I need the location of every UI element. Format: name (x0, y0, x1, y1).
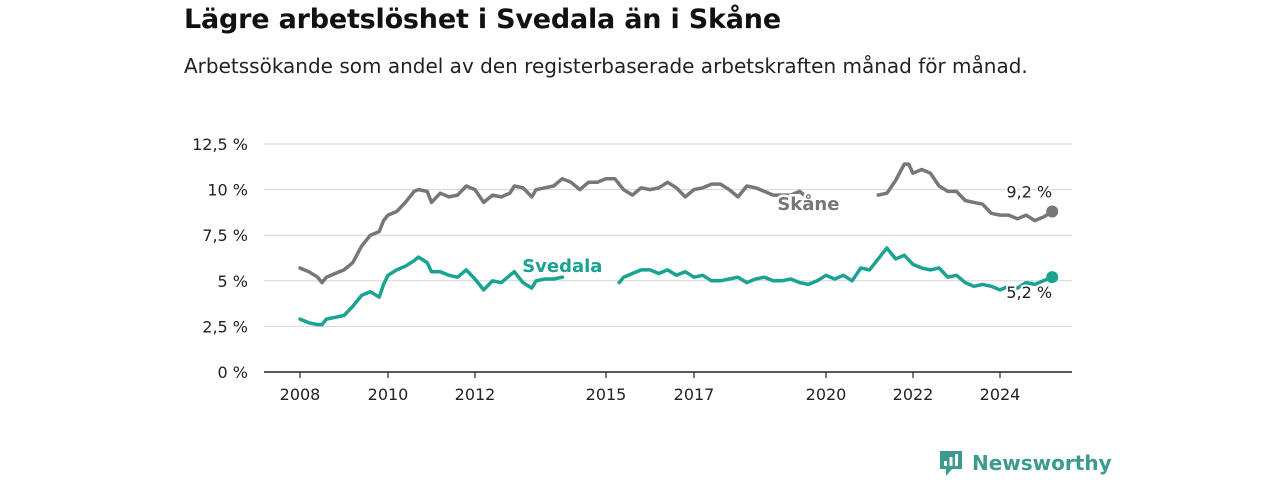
x-tick-label: 2022 (893, 385, 934, 404)
x-axis-ticks: 2008 2010 2012 2015 2017 2020 2022 2024 (280, 372, 1021, 404)
chart-subtitle: Arbetssökande som andel av den registerb… (184, 54, 1028, 78)
newsworthy-logo-icon (940, 451, 962, 476)
y-tick-label: 2,5 % (202, 317, 248, 336)
x-tick-label: 2010 (368, 385, 409, 404)
series-end-point (1046, 205, 1059, 218)
x-tick-label: 2020 (806, 385, 847, 404)
series-line-svedala (298, 246, 1054, 327)
end-value-label: 5,2 % (1006, 283, 1052, 302)
series-end-point (1046, 271, 1059, 284)
grid-lines (264, 143, 1072, 373)
y-tick-label: 7,5 % (202, 226, 248, 245)
y-tick-label: 5 % (218, 272, 248, 291)
y-tick-label: 0 % (218, 363, 248, 382)
x-tick-label: 2017 (674, 385, 715, 404)
series-lines (298, 162, 1059, 327)
line-chart: 0 %2,5 %5 %7,5 %10 %12,5 % 2008 2010 2012 2… (192, 135, 1072, 404)
brand-logo: Newsworthy (938, 449, 1112, 477)
end-value-label: 9,2 % (1006, 182, 1052, 201)
x-tick-label: 2024 (980, 385, 1021, 404)
x-tick-label: 2008 (280, 385, 321, 404)
series-line-skåne (298, 162, 1054, 285)
x-tick-label: 2015 (586, 385, 627, 404)
series-labels: Skåne 9,2 % Svedala 5,2 % (520, 180, 1054, 304)
series-label: Skåne (777, 193, 839, 215)
brand-name: Newsworthy (972, 451, 1112, 475)
y-tick-label: 12,5 % (192, 135, 248, 154)
y-axis-ticks: 0 % 2,5 % 5 % 7,5 % 10 % 12,5 % (192, 135, 248, 382)
series-label: Svedala (522, 256, 602, 277)
y-tick-label: 10 % (207, 181, 248, 200)
chart-title: Lägre arbetslöshet i Svedala än i Skåne (184, 4, 781, 35)
x-tick-label: 2012 (455, 385, 496, 404)
